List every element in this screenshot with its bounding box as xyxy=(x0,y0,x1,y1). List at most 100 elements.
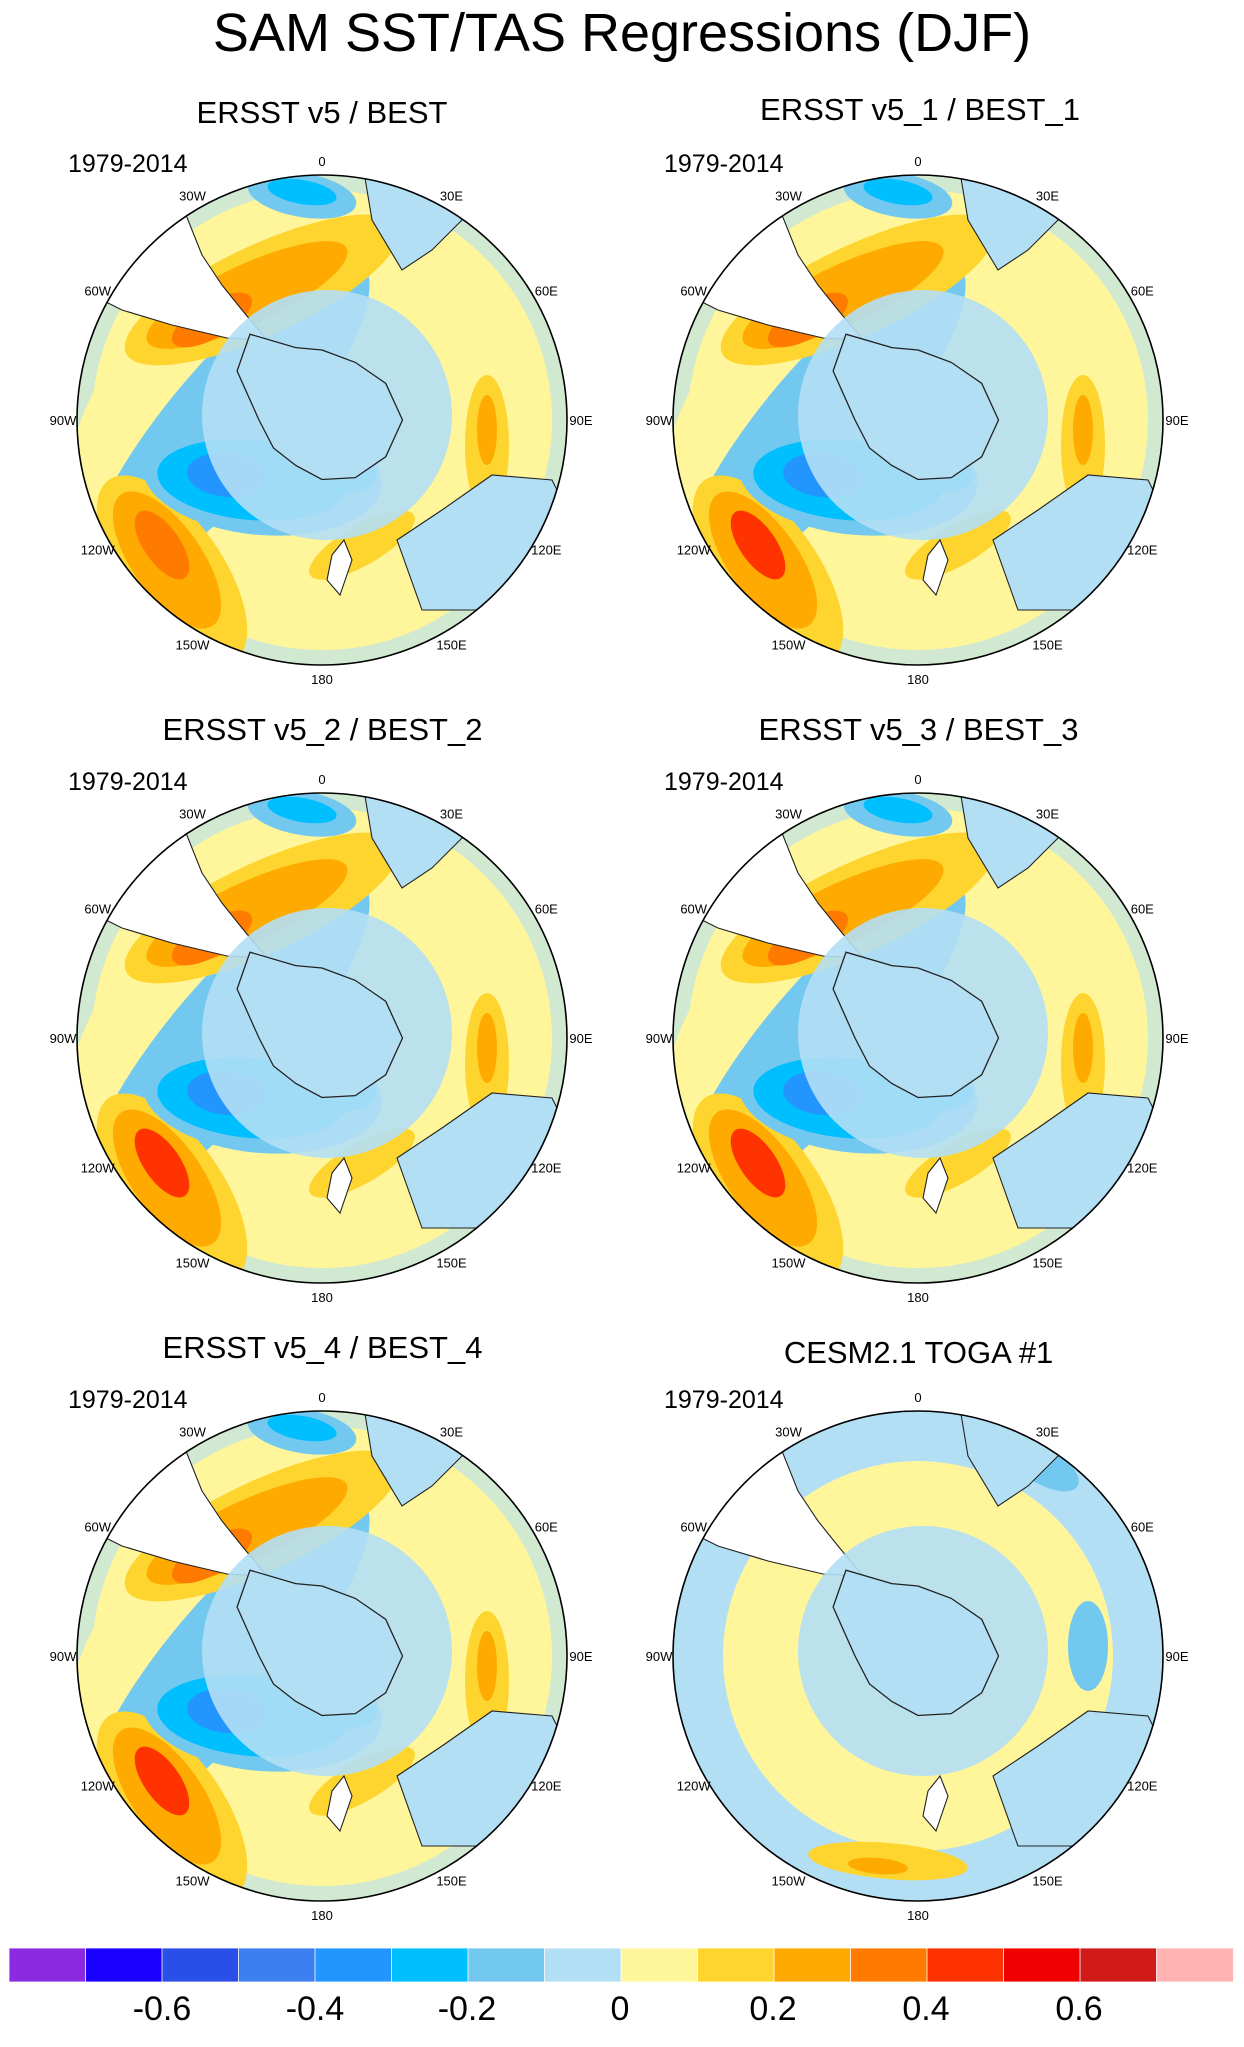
longitude-label: 90W xyxy=(646,1649,673,1664)
longitude-label: 180 xyxy=(907,672,929,687)
colorbar-swatch xyxy=(8,1947,87,1983)
longitude-label: 60E xyxy=(535,284,558,299)
longitude-label: 150E xyxy=(436,637,467,652)
longitude-label: 150W xyxy=(176,1873,211,1888)
colorbar-label-2: -0.4 xyxy=(285,1990,345,2028)
longitude-label: 60E xyxy=(1131,1520,1154,1535)
panel-title-1: ERSST v5 / BEST xyxy=(196,95,448,130)
longitude-label: 0 xyxy=(914,772,921,787)
atlantic-cold-core xyxy=(267,1414,337,1442)
cesm-indian-cold xyxy=(1068,1601,1108,1691)
longitude-label: 30E xyxy=(440,189,463,204)
map-boundary xyxy=(76,792,568,1284)
map-field-1 xyxy=(77,175,567,665)
longitude-label: 30E xyxy=(440,807,463,822)
australia xyxy=(992,1092,1163,1229)
colorbar-label-6: 0.4 xyxy=(902,1990,950,2028)
panel-title-5: ERSST v5_4 / BEST_4 xyxy=(162,1330,483,1365)
longitude-label: 120E xyxy=(531,1779,562,1794)
colorbar-swatch xyxy=(1079,1947,1158,1983)
panel-period-4: 1979-2014 xyxy=(664,768,784,796)
longitude-label: 120W xyxy=(81,543,116,558)
colorbar-swatch xyxy=(161,1947,240,1983)
pacific-warm-core xyxy=(730,510,786,580)
longitude-label: 30W xyxy=(775,1425,802,1440)
australia xyxy=(396,1710,567,1847)
antarctica-coastline xyxy=(832,333,1000,481)
longitude-label: 120W xyxy=(677,1779,712,1794)
longitude-label: 60E xyxy=(535,902,558,917)
pacific-warm-core xyxy=(730,1128,786,1198)
longitude-label: 120E xyxy=(1127,1779,1158,1794)
pacific-warm-core xyxy=(134,1746,190,1816)
longitude-label: 60W xyxy=(680,284,707,299)
colorbar-swatch xyxy=(85,1947,163,1983)
longitude-label: 60E xyxy=(1131,284,1154,299)
panel-period-2: 1979-2014 xyxy=(664,150,784,178)
colorbar-swatch xyxy=(467,1947,546,1983)
longitude-label: 90E xyxy=(1165,413,1188,428)
longitude-label: 120W xyxy=(81,1161,116,1176)
colorbar-swatch xyxy=(850,1947,928,1983)
map-field-3 xyxy=(77,793,567,1283)
longitude-label: 30W xyxy=(179,807,206,822)
antarctica-coastline xyxy=(236,951,404,1099)
indian-warm-core xyxy=(477,1013,497,1083)
colorbar-swatch xyxy=(314,1947,393,1983)
map-panel-5: 0 30E 60E 90E 120E 150E 180 150W 120W 90W 60W 30W xyxy=(50,1390,593,1923)
longitude-label: 90W xyxy=(50,1031,77,1046)
colorbar-label-7: 0.6 xyxy=(1055,1990,1103,2028)
longitude-label: 90W xyxy=(646,413,673,428)
longitude-label: 30W xyxy=(179,1425,206,1440)
panel-period-5: 1979-2014 xyxy=(68,1386,188,1414)
map-panel-2: 0 30E 60E 90E 120E 150E 180 150W 120W 90W 60W 30W xyxy=(646,154,1189,687)
longitude-label: 180 xyxy=(311,672,333,687)
longitude-label: 150W xyxy=(772,1255,807,1270)
new-zealand xyxy=(922,1774,949,1833)
longitude-label: 120W xyxy=(81,1779,116,1794)
australia xyxy=(396,474,567,611)
map-boundary xyxy=(76,1410,568,1902)
colorbar-label-5: 0.2 xyxy=(749,1990,797,2028)
map-boundary xyxy=(672,1410,1164,1902)
indian-warm-core xyxy=(1073,1013,1093,1083)
map-boundary xyxy=(672,792,1164,1284)
longitude-label: 120E xyxy=(1127,543,1158,558)
colorbar-swatch xyxy=(1003,1947,1081,1983)
new-zealand xyxy=(326,1156,353,1215)
map-panel-3: 0 30E 60E 90E 120E 150E 180 150W 120W 90W 60W 30W xyxy=(50,772,593,1305)
longitude-label: 90E xyxy=(569,1031,592,1046)
new-zealand xyxy=(922,1156,949,1215)
colorbar-label-1: -0.6 xyxy=(132,1990,192,2028)
new-zealand xyxy=(326,1774,353,1833)
longitude-label: 150E xyxy=(1032,1873,1063,1888)
longitude-label: 0 xyxy=(318,154,325,169)
longitude-label: 0 xyxy=(318,1390,325,1405)
longitude-label: 120E xyxy=(531,543,562,558)
longitude-label: 0 xyxy=(914,154,921,169)
longitude-label: 30W xyxy=(179,189,206,204)
longitude-label: 90E xyxy=(1165,1031,1188,1046)
map-boundary xyxy=(76,174,568,666)
new-zealand xyxy=(922,538,949,597)
australia xyxy=(396,1092,567,1229)
atlantic-cold-core xyxy=(267,178,337,206)
longitude-label: 60W xyxy=(84,1520,111,1535)
longitude-label: 150E xyxy=(436,1873,467,1888)
colorbar-label-3: -0.2 xyxy=(437,1990,497,2028)
australia xyxy=(992,474,1163,611)
atlantic-cold-core xyxy=(267,796,337,824)
pacific-warm-core xyxy=(134,510,190,580)
longitude-label: 150E xyxy=(1032,1255,1063,1270)
panel-period-6: 1979-2014 xyxy=(664,1386,784,1414)
new-zealand xyxy=(326,538,353,597)
longitude-label: 60E xyxy=(535,1520,558,1535)
longitude-label: 150W xyxy=(176,637,211,652)
colorbar-swatch xyxy=(926,1947,1005,1983)
map-field-4 xyxy=(673,793,1163,1283)
colorbar xyxy=(8,1947,1234,1983)
longitude-label: 180 xyxy=(311,1290,333,1305)
antarctica-coastline xyxy=(236,333,404,481)
panel-period-1: 1979-2014 xyxy=(68,150,188,178)
antarctica-coastline xyxy=(832,1569,1000,1717)
